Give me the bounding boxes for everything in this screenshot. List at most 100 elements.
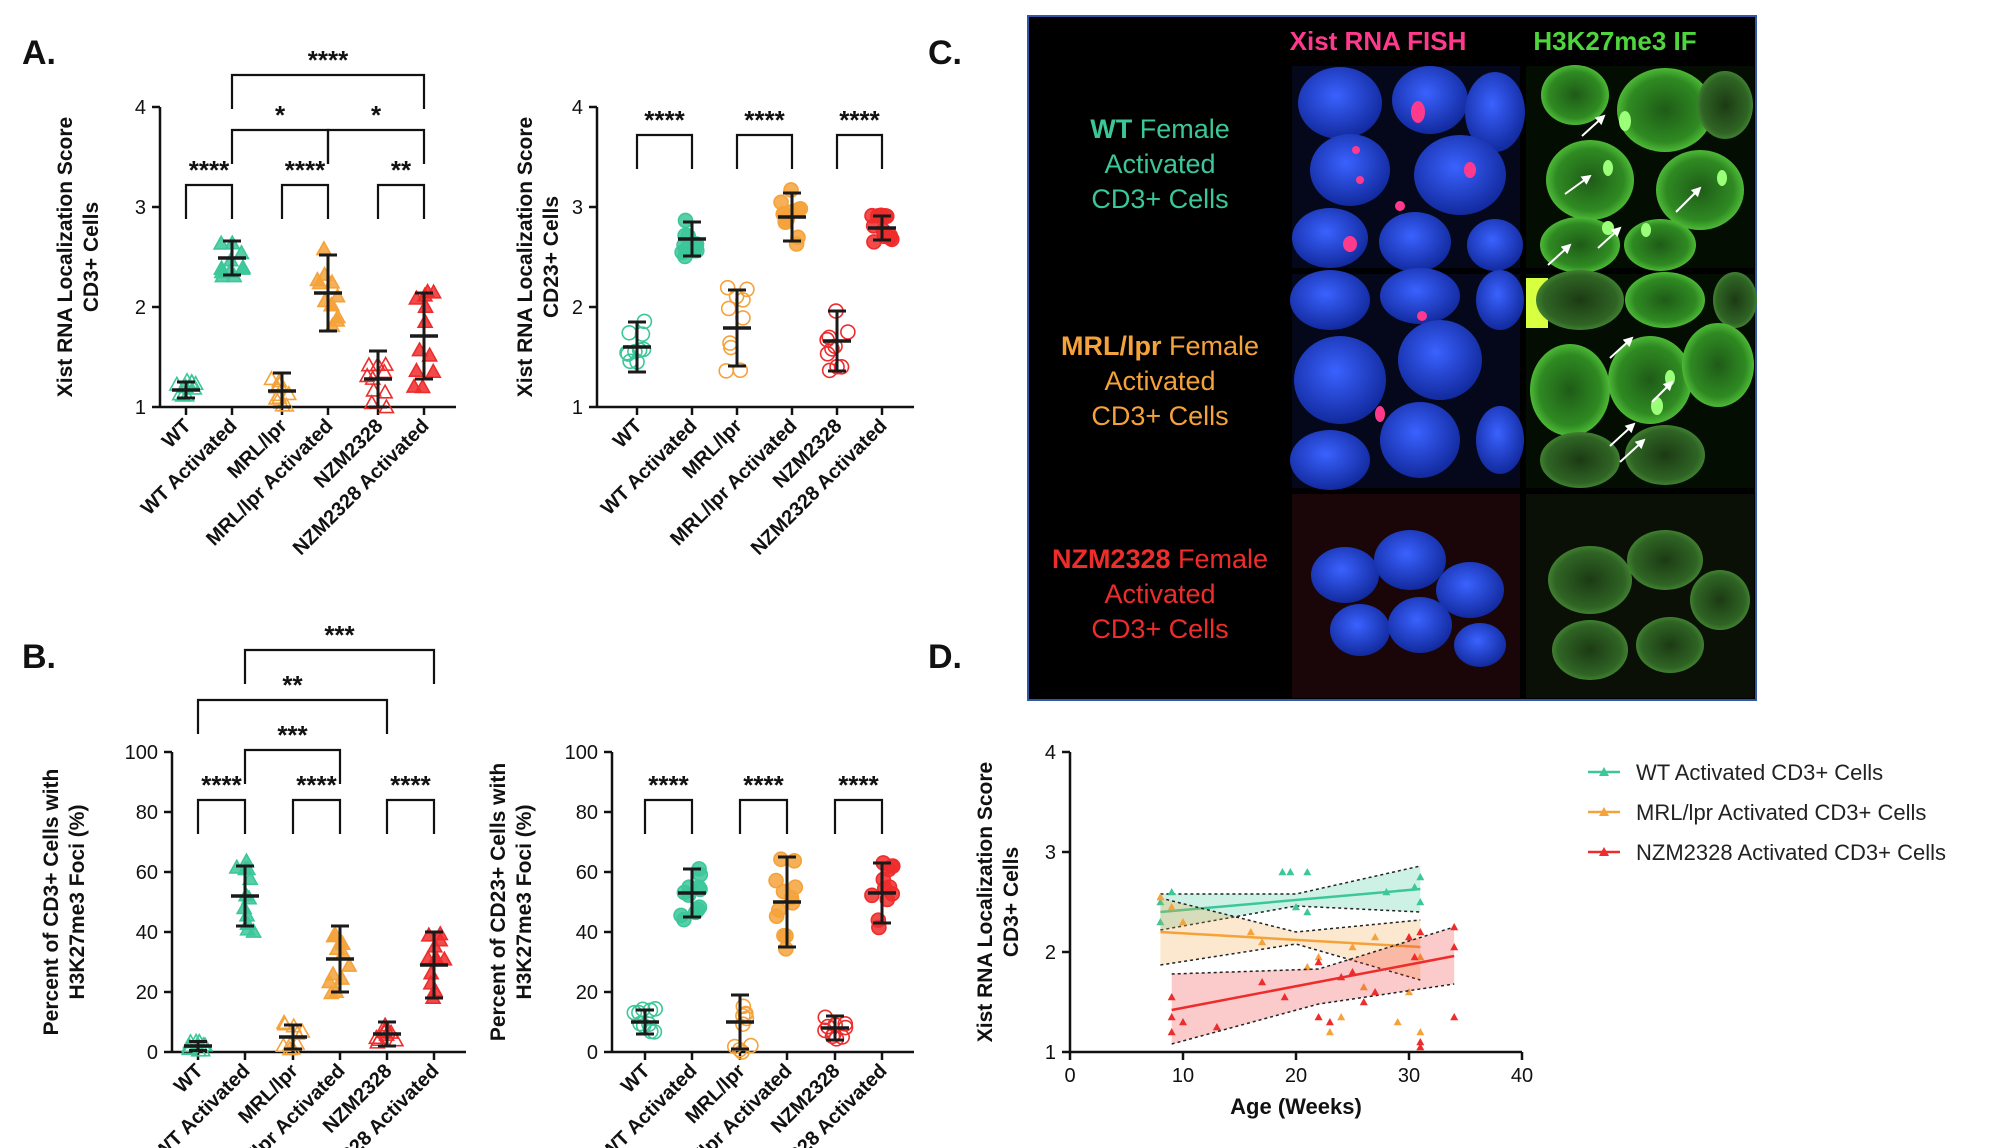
d-data-point xyxy=(1410,953,1419,961)
a-cd23-data-point xyxy=(866,234,882,250)
a-cd3-data-point xyxy=(358,367,376,383)
b-cd23-sig-label: **** xyxy=(648,770,689,800)
d-data-point xyxy=(1450,923,1459,931)
d-data-point xyxy=(1416,1028,1425,1036)
d-data-point xyxy=(1416,898,1425,906)
d-band-upper xyxy=(1171,926,1455,975)
d-data-point xyxy=(1258,938,1267,946)
d-data-point xyxy=(1292,903,1300,911)
b-cd23-y-tick-label: 20 xyxy=(576,982,598,1004)
a-cd3-data-point xyxy=(417,297,434,313)
d-band-upper xyxy=(1160,897,1421,933)
b-cd3-sig-label: *** xyxy=(324,620,355,650)
d-y-label: Xist RNA Localization Score CD3+ Cells xyxy=(974,762,1023,1042)
chart-a-cd3-xist: 1 2 3 4 Xist RNA Localization Score CD3+ Cell… xyxy=(54,45,456,560)
a-cd23-y-label-line: Xist RNA Localization Score xyxy=(514,117,537,397)
row-line-mrl-3: CD3+ Cells xyxy=(1091,401,1228,431)
d-legend-label: WT Activated CD3+ Cells xyxy=(1636,760,1883,785)
a-cd23-sig-bracket xyxy=(635,133,694,169)
d-band-lower xyxy=(1160,943,1421,981)
d-data-point xyxy=(1410,883,1419,891)
d-y-tick-label: 1 xyxy=(1045,1042,1056,1064)
row-line-nzm-1: Female xyxy=(1178,544,1268,574)
d-x-tick-label: 0 xyxy=(1064,1065,1075,1087)
d-y-tick-label: 2 xyxy=(1045,942,1056,964)
a-cd3-data-point xyxy=(263,370,280,386)
d-y-tick-label: 3 xyxy=(1045,842,1056,864)
b-cd3-data-point xyxy=(422,964,440,980)
b-cd3-data-point xyxy=(320,973,338,989)
b-cd23-y-label-line: H3K27me3 Foci (%) xyxy=(513,805,536,1000)
b-cd23-data-point xyxy=(771,902,787,918)
d-data-point xyxy=(1359,998,1368,1006)
d-data-point xyxy=(1179,1018,1187,1026)
a-cd23-data-point xyxy=(720,300,737,317)
d-data-point xyxy=(1167,903,1176,911)
d-fit-line xyxy=(1171,954,1455,1012)
b-cd23-y-tick-label: 0 xyxy=(587,1042,598,1064)
chart-b-cd3-h3k27me3: 0 20 40 60 80 100 Percent of CD3+ Cells with H3… xyxy=(40,620,466,1148)
a-cd23-y-tick-label: 1 xyxy=(572,397,583,419)
a-cd23-y-tick-label: 3 xyxy=(572,197,583,219)
a-cd3-sig-bracket xyxy=(280,183,330,219)
b-cd3-data-point xyxy=(245,922,262,938)
panel-label-c: C. xyxy=(928,34,962,72)
b-cd23-data-point xyxy=(864,887,880,904)
d-confidence-band xyxy=(1171,927,1455,1044)
a-cd23-sig-label: **** xyxy=(839,105,880,135)
b-cd3-sig-label: *** xyxy=(277,720,308,750)
a-cd23-data-point xyxy=(792,200,809,217)
chart-b-cd23-h3k27me3: 0 20 40 60 80 100 Percent of CD23+ Cells with H… xyxy=(487,742,914,1148)
a-cd23-data-point xyxy=(627,343,643,360)
a-cd3-data-point xyxy=(212,234,230,250)
d-data-point xyxy=(1179,918,1187,926)
d-data-point xyxy=(1278,868,1287,876)
d-data-point xyxy=(1286,868,1295,876)
b-cd3-category-label: WT xyxy=(170,1060,208,1098)
b-cd3-sig-label: ** xyxy=(282,670,303,700)
b-cd3-sig-label: **** xyxy=(201,770,242,800)
a-cd23-data-point xyxy=(819,345,836,362)
row-line-nzm-2: Activated xyxy=(1104,579,1215,609)
a-cd3-sig-bracket xyxy=(376,183,426,219)
a-cd3-y-label-line: CD3+ Cells xyxy=(80,202,103,312)
d-data-point xyxy=(1303,868,1312,876)
d-data-point xyxy=(1416,953,1425,961)
d-x-label: Age (Weeks) xyxy=(1230,1094,1362,1119)
a-cd3-data-point xyxy=(234,258,252,274)
d-y-label-line: CD3+ Cells xyxy=(1000,847,1023,957)
row-line-wt-3: CD3+ Cells xyxy=(1091,184,1228,214)
a-cd3-sig-bracket xyxy=(184,183,234,219)
a-cd3-sig-label: ** xyxy=(391,155,412,185)
b-cd3-y-tick-label: 80 xyxy=(136,802,158,824)
svg-text:NZM2328 Female: NZM2328 Female xyxy=(1052,544,1268,574)
d-data-point xyxy=(1156,918,1165,926)
d-data-point xyxy=(1371,988,1380,996)
a-cd3-data-point xyxy=(329,308,347,324)
d-legend-label: NZM2328 Activated CD3+ Cells xyxy=(1636,840,1946,865)
d-legend-swatch-marker xyxy=(1599,807,1609,816)
a-cd3-data-point xyxy=(329,287,346,303)
a-cd3-data-point xyxy=(315,240,333,256)
col-title-xist-fish: Xist RNA FISH xyxy=(1290,26,1467,56)
a-cd23-data-point xyxy=(634,326,651,342)
d-x-tick-label: 30 xyxy=(1398,1065,1420,1087)
d-data-point xyxy=(1325,1018,1334,1026)
image-nzm-h3k27me3-if xyxy=(1526,494,1754,698)
a-cd3-y-label-line: Xist RNA Localization Score xyxy=(54,117,77,397)
d-legend-swatch-marker xyxy=(1599,767,1609,776)
b-cd3-data-point xyxy=(324,965,342,981)
a-cd3-data-point xyxy=(280,385,298,401)
d-data-point xyxy=(1167,888,1176,896)
a-cd23-y-tick-label: 2 xyxy=(572,297,583,319)
b-cd23-y-tick-label: 40 xyxy=(576,922,598,944)
row-strain-mrl: MRL/lpr xyxy=(1061,331,1162,361)
d-data-point xyxy=(1314,953,1323,961)
d-data-point xyxy=(1258,978,1267,986)
d-data-point xyxy=(1280,993,1289,1001)
b-cd3-data-point xyxy=(333,969,351,985)
d-data-point xyxy=(1416,1038,1425,1046)
b-cd3-y-tick-label: 60 xyxy=(136,862,158,884)
